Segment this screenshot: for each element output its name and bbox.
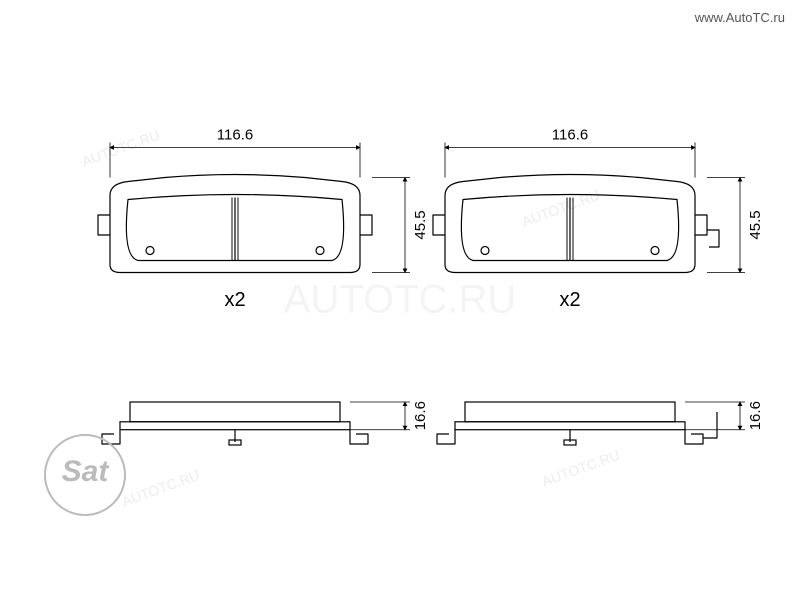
site-url: www.AutoTC.ru [695,10,785,25]
drawing-svg: 116.6 45.5 x2 116.6 45.5 x2 16.6 16.6 Sat [0,0,800,600]
svg-text:45.5: 45.5 [412,210,429,239]
svg-text:16.6: 16.6 [747,401,764,430]
svg-text:Sat: Sat [62,455,111,488]
svg-text:45.5: 45.5 [747,210,764,239]
url-text: www.AutoTC.ru [695,10,785,25]
svg-text:x2: x2 [224,289,245,311]
technical-drawing: 116.6 45.5 x2 116.6 45.5 x2 16.6 16.6 Sat [0,0,800,600]
svg-text:116.6: 116.6 [217,126,253,143]
svg-text:16.6: 16.6 [412,401,429,430]
svg-text:116.6: 116.6 [552,126,588,143]
svg-text:x2: x2 [559,289,580,311]
